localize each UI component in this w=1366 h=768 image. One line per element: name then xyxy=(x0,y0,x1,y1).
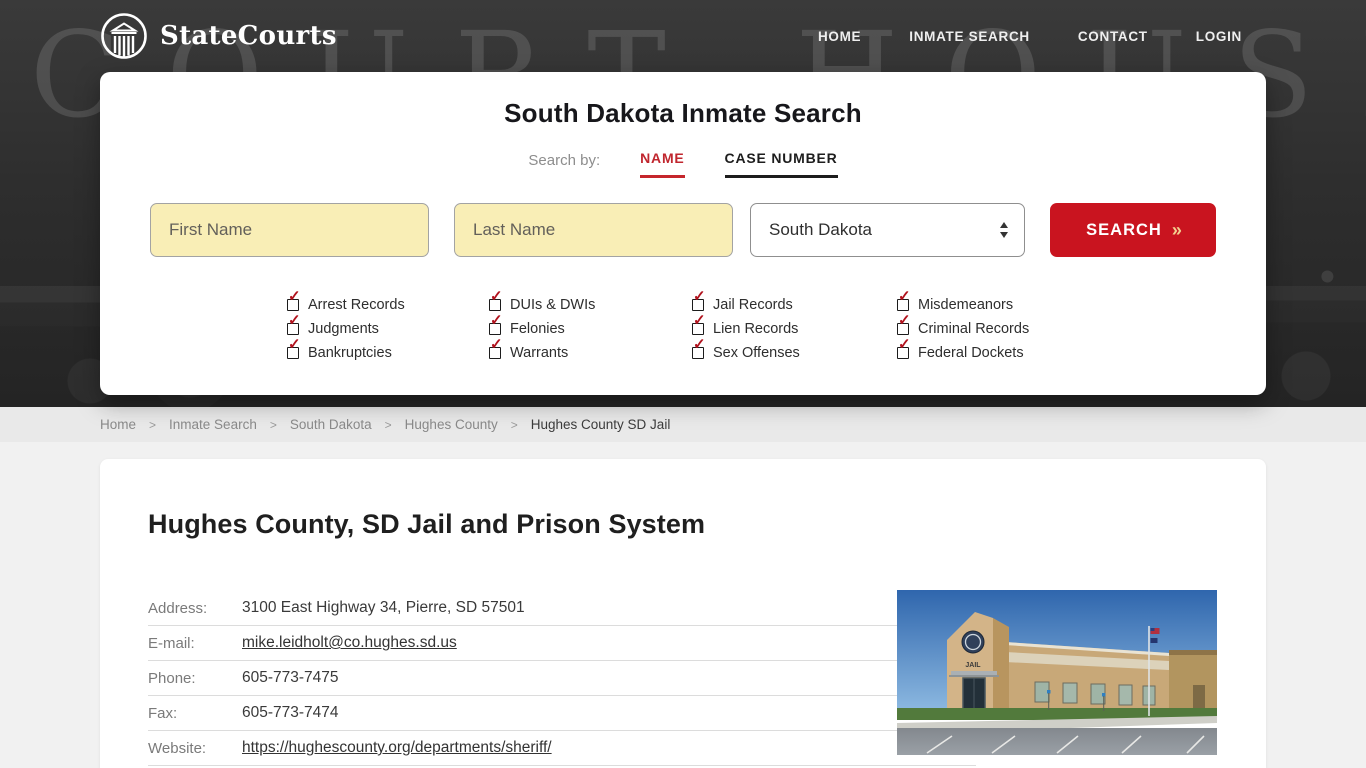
chevron-right-icon: > xyxy=(384,417,392,432)
chevron-right-icon: > xyxy=(269,417,277,432)
chevron-right-icon: > xyxy=(510,417,518,432)
checkbox-column: ✓ Arrest Records ✓ Judgments ✓ Bankruptc… xyxy=(287,288,405,365)
search-by-label: Search by: xyxy=(528,152,601,169)
breadcrumb-home[interactable]: Home xyxy=(100,417,137,432)
nav-item-contact[interactable]: CONTACT xyxy=(1077,28,1148,44)
detail-row-fax: Fax: 605-773-7474 xyxy=(148,696,976,731)
checkbox-criminal-records[interactable]: ✓ Criminal Records xyxy=(897,312,1030,337)
column-capital-decor-right xyxy=(1246,286,1366,407)
inmate-search-card: South Dakota Inmate Search Search by: NA… xyxy=(100,72,1266,395)
checkbox-lien-records[interactable]: ✓ Lien Records xyxy=(692,312,799,337)
nav-item-home[interactable]: HOME xyxy=(817,28,862,44)
checkbox-felonies[interactable]: ✓ Felonies xyxy=(489,312,565,337)
checkbox-jail-records[interactable]: ✓ Jail Records xyxy=(692,288,793,313)
checkbox-judgments[interactable]: ✓ Judgments xyxy=(287,312,379,337)
facility-details-table: Address: 3100 East Highway 34, Pierre, S… xyxy=(148,591,976,766)
nav-item-login[interactable]: LOGIN xyxy=(1195,28,1242,44)
last-name-input[interactable] xyxy=(454,203,733,257)
jail-building-photo: JAIL xyxy=(897,590,1217,755)
courthouse-logo-icon xyxy=(100,12,148,60)
detail-row-phone: Phone: 605-773-7475 xyxy=(148,661,976,696)
checkbox-sex-offenses[interactable]: ✓ Sex Offenses xyxy=(692,336,800,361)
select-stepper-icon xyxy=(1000,222,1008,238)
detail-row-address: Address: 3100 East Highway 34, Pierre, S… xyxy=(148,591,976,626)
checkbox-bankruptcies[interactable]: ✓ Bankruptcies xyxy=(287,336,392,361)
page-title: Hughes County, SD Jail and Prison System xyxy=(148,509,706,539)
breadcrumb-south-dakota[interactable]: South Dakota xyxy=(289,417,372,432)
checkbox-column: ✓ Misdemeanors ✓ Criminal Records ✓ Fede… xyxy=(897,288,1030,365)
checked-checkbox-icon[interactable]: ✓ xyxy=(489,313,503,335)
chevron-right-icon: > xyxy=(149,417,157,432)
checkbox-arrest-records[interactable]: ✓ Arrest Records xyxy=(287,288,405,313)
checked-checkbox-icon[interactable]: ✓ xyxy=(287,313,301,335)
website-link[interactable]: https://hughescounty.org/departments/she… xyxy=(242,739,552,756)
detail-row-email: E-mail: mike.leidholt@co.hughes.sd.us xyxy=(148,626,976,661)
state-select-value: South Dakota xyxy=(769,220,873,239)
detail-row-website: Website: https://hughescounty.org/depart… xyxy=(148,731,976,766)
checkbox-warrants[interactable]: ✓ Warrants xyxy=(489,336,569,361)
search-form: South Dakota SEARCH » xyxy=(100,203,1266,257)
breadcrumb-current-page: Hughes County SD Jail xyxy=(530,417,671,432)
state-select[interactable]: South Dakota xyxy=(750,203,1025,257)
facility-detail-card: Hughes County, SD Jail and Prison System… xyxy=(100,459,1266,768)
search-button[interactable]: SEARCH » xyxy=(1050,203,1216,257)
breadcrumb-inmate-search[interactable]: Inmate Search xyxy=(169,417,257,432)
checkbox-misdemeanors[interactable]: ✓ Misdemeanors xyxy=(897,288,1014,313)
tab-case-number[interactable]: CASE NUMBER xyxy=(724,150,838,178)
breadcrumb-hughes-county[interactable]: Hughes County xyxy=(404,417,498,432)
search-by-tabs: Search by: NAME CASE NUMBER xyxy=(100,150,1266,178)
first-name-input[interactable] xyxy=(150,203,429,257)
checked-checkbox-icon[interactable]: ✓ xyxy=(692,313,706,335)
checkbox-column: ✓ DUIs & DWIs ✓ Felonies ✓ Warrants xyxy=(489,288,596,365)
brand-name: StateCourts xyxy=(160,21,337,51)
checked-checkbox-icon[interactable]: ✓ xyxy=(692,337,706,359)
checked-checkbox-icon[interactable]: ✓ xyxy=(692,289,706,311)
breadcrumb: Home > Inmate Search > South Dakota > Hu… xyxy=(0,407,1366,442)
double-chevron-right-icon: » xyxy=(1171,219,1182,240)
top-navigation: StateCourts HOME INMATE SEARCH CONTACT L… xyxy=(0,0,1366,72)
brand-logo[interactable]: StateCourts xyxy=(100,12,337,60)
checked-checkbox-icon[interactable]: ✓ xyxy=(287,337,301,359)
checked-checkbox-icon[interactable]: ✓ xyxy=(897,337,911,359)
search-button-label: SEARCH xyxy=(1086,220,1162,239)
tab-name[interactable]: NAME xyxy=(640,150,685,178)
checked-checkbox-icon[interactable]: ✓ xyxy=(489,337,503,359)
checkbox-column: ✓ Jail Records ✓ Lien Records ✓ Sex Offe… xyxy=(692,288,800,365)
record-type-checkboxes: ✓ Arrest Records ✓ Judgments ✓ Bankruptc… xyxy=(100,288,1266,383)
email-link[interactable]: mike.leidholt@co.hughes.sd.us xyxy=(242,634,457,651)
search-card-title: South Dakota Inmate Search xyxy=(504,98,862,128)
checked-checkbox-icon[interactable]: ✓ xyxy=(489,289,503,311)
checked-checkbox-icon[interactable]: ✓ xyxy=(897,289,911,311)
nav-links: HOME INMATE SEARCH CONTACT LOGIN xyxy=(818,29,1242,44)
jail-sign-text: JAIL xyxy=(965,662,981,669)
checked-checkbox-icon[interactable]: ✓ xyxy=(287,289,301,311)
nav-item-inmate-search[interactable]: INMATE SEARCH xyxy=(909,28,1030,44)
checkbox-federal-dockets[interactable]: ✓ Federal Dockets xyxy=(897,336,1024,361)
checked-checkbox-icon[interactable]: ✓ xyxy=(897,313,911,335)
checkbox-duis-dwis[interactable]: ✓ DUIs & DWIs xyxy=(489,288,596,313)
